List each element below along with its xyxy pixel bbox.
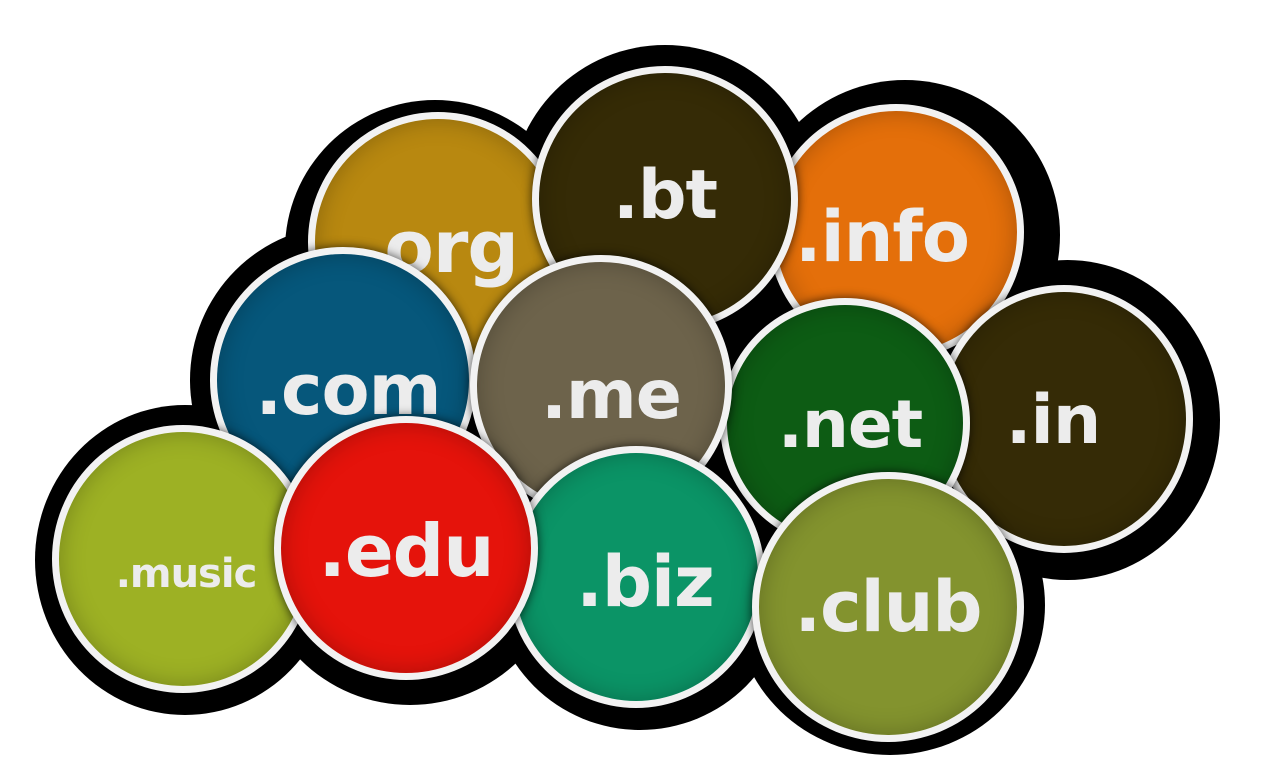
domain-label-in: .in <box>1005 380 1102 460</box>
domain-label-info: .info <box>795 196 970 278</box>
domain-label-me: .me <box>541 355 682 435</box>
domain-bubble-club: .club <box>752 472 1024 742</box>
domain-label-net: .net <box>777 385 923 463</box>
domain-label-bt: .bt <box>612 155 718 235</box>
domain-label-biz: .biz <box>576 541 714 623</box>
domain-label-music: .music <box>115 551 258 597</box>
domain-bubble-edu: .edu <box>274 416 538 680</box>
domain-label-edu: .edu <box>318 509 495 593</box>
domain-label-club: .club <box>794 566 982 648</box>
domain-bubble-biz: .biz <box>507 446 765 708</box>
